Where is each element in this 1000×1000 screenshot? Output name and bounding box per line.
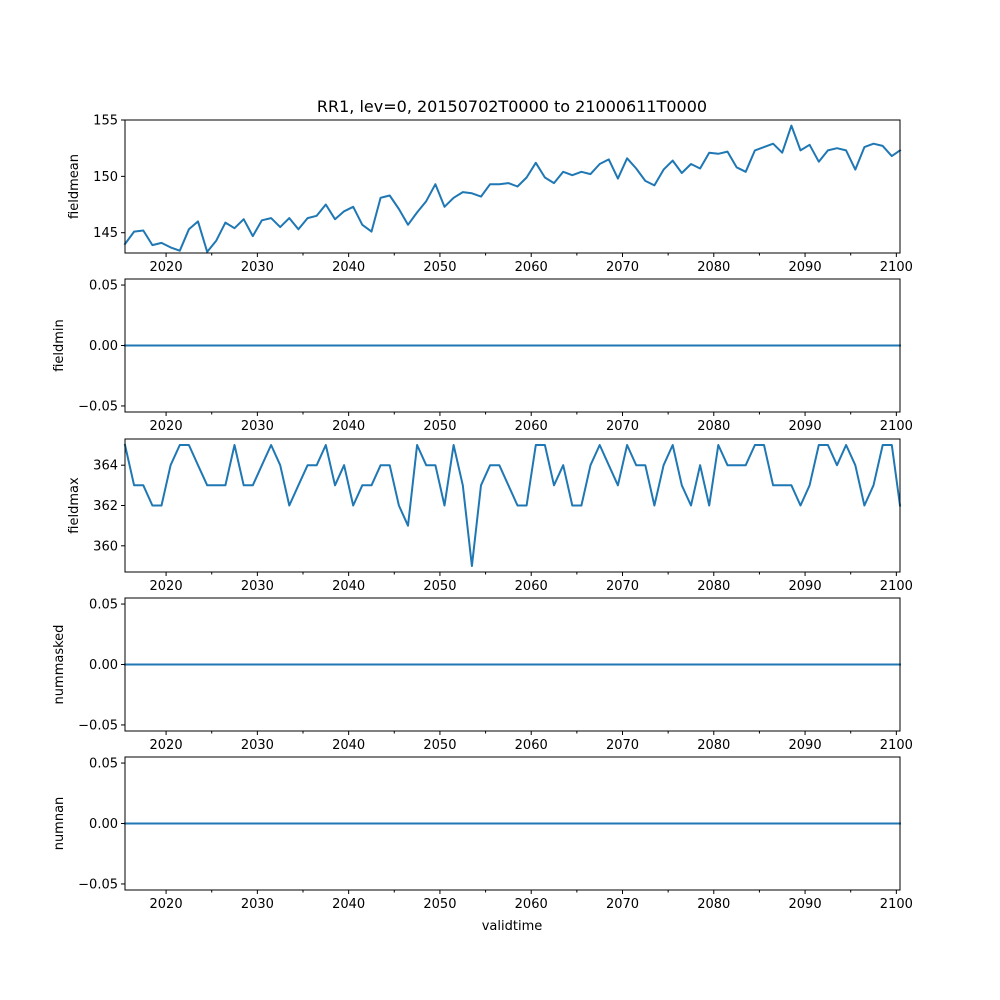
y-tick-label: −0.05: [78, 718, 118, 733]
x-tick-label: 2060: [515, 738, 548, 753]
x-axis-label: validtime: [482, 919, 543, 934]
x-tick-label: 2090: [789, 897, 822, 912]
y-tick-label: 150: [93, 170, 118, 185]
x-tick-label: 2050: [423, 738, 456, 753]
x-tick-label: 2020: [150, 419, 183, 434]
y-tick-label: −0.05: [78, 877, 118, 892]
y-tick-label: 155: [93, 114, 118, 129]
x-tick-label: 2060: [515, 419, 548, 434]
y-tick-label: 360: [93, 539, 118, 554]
x-tick-label: 2090: [789, 579, 822, 594]
x-tick-label: 2050: [423, 260, 456, 275]
x-tick-label: 2060: [515, 260, 548, 275]
y-tick-label: 364: [93, 459, 118, 474]
x-tick-label: 2030: [241, 738, 274, 753]
y-tick-label: 145: [93, 226, 118, 241]
x-tick-label: 2040: [332, 897, 365, 912]
y-tick-label: 0.00: [89, 817, 118, 832]
x-tick-label: 2030: [241, 419, 274, 434]
x-tick-label: 2070: [606, 419, 639, 434]
subplot-fieldmin: −0.05 0.00 0.05 fieldmin 2020 2030 2040 2050 206…: [52, 278, 913, 434]
axes-frame: [124, 438, 901, 573]
x-tick-label: 2050: [423, 579, 456, 594]
y-tick-label: 0.05: [89, 279, 118, 294]
x-tick-label: 2080: [697, 897, 730, 912]
x-tick-label: 2030: [241, 260, 274, 275]
y-axis-label: fieldmean: [67, 154, 82, 219]
x-tick-label: 2100: [880, 897, 913, 912]
x-tick-label: 2090: [789, 260, 822, 275]
x-tick-label: 2080: [697, 738, 730, 753]
subplot-fieldmax: 360 362 364 fieldmax 2020 2030 2040 2050 2060 207…: [67, 438, 913, 594]
x-tick-label: 2040: [332, 260, 365, 275]
y-axis-label: nummasked: [52, 625, 67, 705]
x-tick-label: 2070: [606, 897, 639, 912]
x-tick-label: 2080: [697, 579, 730, 594]
y-tick-label: 0.00: [89, 658, 118, 673]
x-tick-label: 2070: [606, 579, 639, 594]
y-tick-label: 0.05: [89, 757, 118, 772]
y-axis-label: fieldmax: [67, 477, 82, 534]
x-tick-label: 2020: [150, 579, 183, 594]
y-axis-label: fieldmin: [52, 319, 67, 372]
x-tick-label: 2050: [423, 897, 456, 912]
x-tick-label: 2040: [332, 419, 365, 434]
x-tick-label: 2030: [241, 897, 274, 912]
x-tick-label: 2100: [880, 260, 913, 275]
y-tick-label: −0.05: [78, 399, 118, 414]
x-tick-label: 2050: [423, 419, 456, 434]
x-tick-label: 2070: [606, 738, 639, 753]
x-tick-label: 2090: [789, 419, 822, 434]
x-tick-label: 2060: [515, 897, 548, 912]
x-tick-label: 2040: [332, 579, 365, 594]
x-tick-label: 2100: [880, 738, 913, 753]
subplot-nummasked: −0.05 0.00 0.05 nummasked 2020 2030 2040 2050 20…: [52, 597, 913, 753]
x-tick-label: 2100: [880, 579, 913, 594]
x-tick-label: 2020: [150, 260, 183, 275]
x-tick-label: 2030: [241, 579, 274, 594]
x-tick-label: 2040: [332, 738, 365, 753]
x-tick-label: 2070: [606, 260, 639, 275]
y-tick-label: 0.05: [89, 598, 118, 613]
y-tick-label: 362: [93, 499, 118, 514]
subplot-fieldmean: 145 150 155 fieldmean 2020 2030 2040 2050 2060 20…: [67, 114, 913, 276]
x-tick-label: 2080: [697, 419, 730, 434]
x-tick-label: 2020: [150, 738, 183, 753]
axes-frame: [124, 119, 901, 254]
x-tick-label: 2100: [880, 419, 913, 434]
y-axis-label: numnan: [52, 797, 67, 851]
x-tick-label: 2090: [789, 738, 822, 753]
x-tick-label: 2020: [150, 897, 183, 912]
subplots: 145 150 155 fieldmean 2020 2030 2040 2050 2060 20…: [52, 114, 913, 913]
x-tick-label: 2060: [515, 579, 548, 594]
subplot-numnan: −0.05 0.00 0.05 numnan 2020 2030 2040 2050 2060 2…: [52, 756, 913, 912]
x-tick-label: 2080: [697, 260, 730, 275]
series-line-fieldmax: [123, 443, 902, 567]
y-tick-label: 0.00: [89, 339, 118, 354]
chart-title: RR1, lev=0, 20150702T0000 to 21000611T00…: [317, 97, 707, 116]
series-line-fieldmean: [123, 124, 902, 253]
